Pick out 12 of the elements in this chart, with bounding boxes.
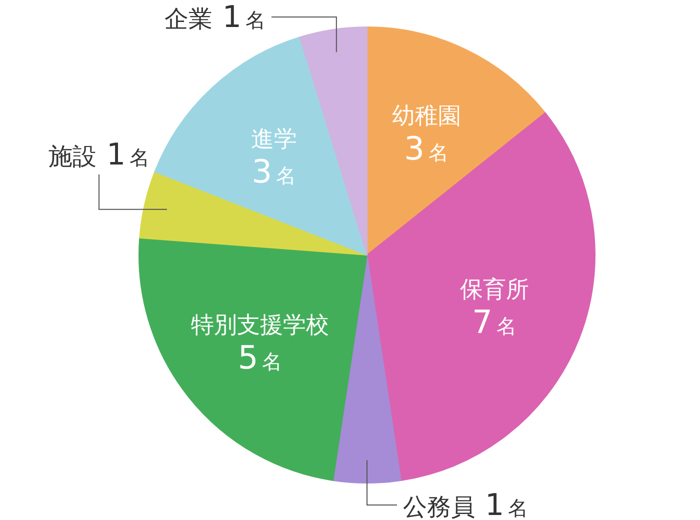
slice-label: 公務員 [403, 493, 475, 520]
slice-label: 進学 [250, 126, 297, 153]
slice-label: 企業 [164, 5, 212, 33]
pie-slice [366, 26, 546, 256]
pie-slice [332, 254, 402, 484]
slice-label: 特別支援学校 [191, 312, 330, 338]
slice-label: 施設 [48, 142, 96, 170]
pie-slice [138, 237, 368, 481]
pie-slice [299, 26, 368, 256]
slice-label: 保育所 [460, 276, 529, 303]
pie-slice [154, 36, 368, 256]
slice-label: 幼稚園 [392, 104, 461, 130]
